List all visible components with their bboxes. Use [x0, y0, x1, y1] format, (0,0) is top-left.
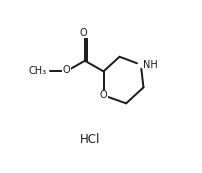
Text: CH₃: CH₃ [28, 66, 46, 76]
Text: NH: NH [143, 60, 158, 70]
Text: O: O [62, 65, 70, 75]
Text: O: O [100, 90, 107, 100]
Text: HCl: HCl [80, 133, 100, 146]
Text: O: O [80, 28, 87, 38]
